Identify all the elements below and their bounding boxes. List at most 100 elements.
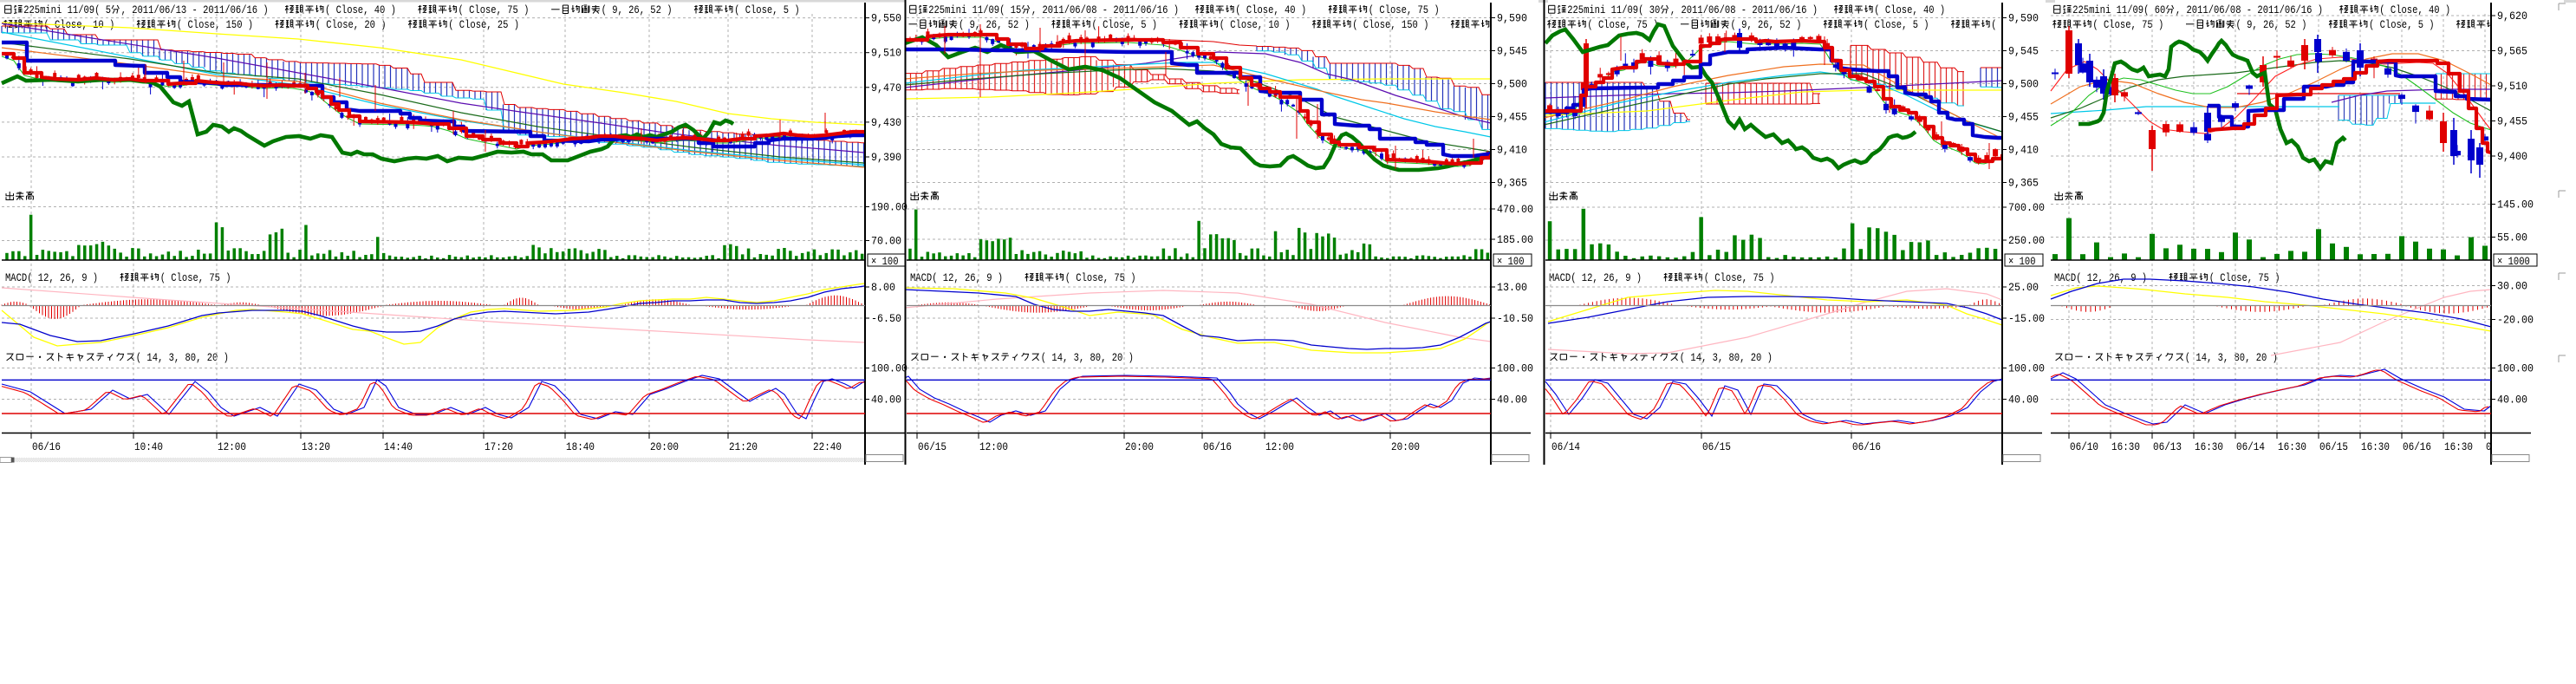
svg-text:06/15: 06/15 [2319, 441, 2348, 453]
svg-text:): ) [1923, 19, 1929, 31]
svg-text:06/16: 06/16 [1852, 441, 1881, 453]
svg-text:20:00: 20:00 [1391, 441, 1420, 453]
svg-text:(: ( [1369, 4, 1374, 16]
svg-text:Close,: Close, [1885, 4, 1918, 16]
svg-text:(: ( [959, 19, 964, 31]
svg-text:×: × [1497, 256, 1502, 268]
svg-text:80,: 80, [1729, 352, 1746, 364]
svg-text:(: ( [160, 272, 166, 284]
svg-text:26,: 26, [965, 272, 981, 284]
svg-text:2011/06/16: 2011/06/16 [1752, 4, 1806, 16]
svg-text:225mini: 225mini [23, 4, 62, 16]
svg-text:(: ( [2236, 19, 2241, 31]
svg-text:26,: 26, [986, 19, 1003, 31]
svg-text:9,590: 9,590 [2008, 13, 2039, 25]
svg-text:9,: 9, [612, 4, 623, 16]
svg-text:3,: 3, [169, 352, 180, 364]
svg-text:20:00: 20:00 [1125, 441, 1154, 453]
svg-text:5: 5 [1141, 19, 1146, 31]
svg-text:30.00: 30.00 [2497, 281, 2527, 293]
svg-text:(: ( [1704, 272, 1709, 284]
svg-text:): ) [1769, 272, 1774, 284]
svg-text:): ) [224, 352, 229, 364]
svg-text:75: 75 [1636, 19, 1648, 31]
svg-text:60: 60 [2155, 4, 2166, 16]
svg-text:Close,: Close, [469, 4, 502, 16]
svg-text:Close,: Close, [171, 272, 204, 284]
svg-text:Close,: Close, [188, 19, 221, 31]
svg-text:10:40: 10:40 [134, 441, 163, 453]
svg-text:52: 52 [1008, 19, 1019, 31]
svg-text:Close,: Close, [1875, 19, 1908, 31]
svg-text:12:00: 12:00 [218, 441, 246, 453]
svg-text:40.00: 40.00 [2497, 394, 2527, 407]
svg-text:,: , [2176, 4, 2181, 16]
svg-text:×: × [871, 256, 876, 268]
svg-text:): ) [794, 4, 799, 16]
svg-text:): ) [1285, 19, 1290, 31]
svg-text:Close,: Close, [1714, 272, 1747, 284]
svg-text:(: ( [43, 19, 49, 31]
svg-text:9,510: 9,510 [871, 48, 901, 60]
svg-text:Close,: Close, [1363, 19, 1396, 31]
svg-text:(: ( [315, 19, 321, 31]
svg-text:(: ( [734, 4, 739, 16]
svg-text:40.00: 40.00 [871, 394, 901, 407]
svg-text:9,470: 9,470 [871, 82, 901, 94]
svg-text:20: 20 [1112, 352, 1123, 364]
svg-text:): ) [1301, 4, 1306, 16]
svg-text:): ) [391, 4, 396, 16]
svg-text:0: 0 [2486, 441, 2492, 453]
svg-text:): ) [667, 4, 672, 16]
svg-text:20: 20 [2256, 352, 2267, 364]
svg-text:): ) [1025, 19, 1030, 31]
svg-text:MACD(: MACD( [2054, 272, 2082, 284]
svg-text:MACD(: MACD( [5, 272, 33, 284]
svg-text:10: 10 [1268, 19, 1279, 31]
svg-text:16:30: 16:30 [2111, 441, 2140, 453]
svg-text:): ) [2445, 4, 2450, 16]
svg-text:14,: 14, [1051, 352, 1068, 364]
svg-text:9,620: 9,620 [2497, 10, 2527, 23]
svg-text:): ) [2301, 19, 2306, 31]
svg-text:9,410: 9,410 [1497, 145, 1527, 157]
svg-text:): ) [2273, 352, 2278, 364]
svg-text:52: 52 [2285, 19, 2296, 31]
svg-text:(: ( [325, 4, 330, 16]
svg-text:(: ( [459, 4, 464, 16]
svg-text:): ) [1152, 19, 1157, 31]
svg-text:-10.50: -10.50 [1497, 313, 1533, 325]
svg-text:06/16: 06/16 [2403, 441, 2431, 453]
svg-text:(: ( [2369, 19, 2374, 31]
svg-text:9,365: 9,365 [1497, 178, 1527, 190]
svg-text:20: 20 [1751, 352, 1762, 364]
svg-text:(: ( [2379, 4, 2384, 16]
svg-text:9,455: 9,455 [1497, 112, 1527, 124]
svg-text:(: ( [1874, 4, 1879, 16]
svg-text:-20.00: -20.00 [2497, 315, 2534, 327]
svg-text:18:40: 18:40 [566, 441, 595, 453]
svg-text:): ) [514, 19, 519, 31]
svg-text:1000: 1000 [2508, 256, 2530, 268]
svg-text:): ) [2158, 19, 2163, 31]
svg-text:2011/06/08: 2011/06/08 [1043, 4, 1097, 16]
svg-text:9,430: 9,430 [871, 117, 901, 129]
svg-text:06/10: 06/10 [2070, 441, 2098, 453]
svg-text:(: ( [1864, 19, 1869, 31]
svg-text:Close,: Close, [745, 4, 778, 16]
svg-text:12:00: 12:00 [979, 441, 1008, 453]
svg-text:9,510: 9,510 [2497, 81, 2527, 93]
svg-text:3,: 3, [2218, 352, 2229, 364]
svg-text:(: ( [1680, 352, 1685, 364]
svg-text:): ) [1423, 19, 1428, 31]
svg-text:26,: 26, [628, 4, 645, 16]
svg-text:40.00: 40.00 [1497, 394, 1527, 407]
svg-text:9,500: 9,500 [1497, 79, 1527, 91]
svg-text:26,: 26, [2263, 19, 2280, 31]
svg-text:(: ( [602, 4, 607, 16]
svg-text:): ) [1767, 352, 1773, 364]
svg-text:Close,: Close, [1246, 4, 1279, 16]
svg-text:75: 75 [1753, 272, 1764, 284]
svg-text:Close,: Close, [459, 19, 492, 31]
svg-text:40: 40 [1285, 4, 1296, 16]
